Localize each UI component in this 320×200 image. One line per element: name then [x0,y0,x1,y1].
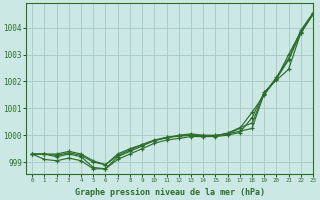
X-axis label: Graphe pression niveau de la mer (hPa): Graphe pression niveau de la mer (hPa) [75,188,265,197]
